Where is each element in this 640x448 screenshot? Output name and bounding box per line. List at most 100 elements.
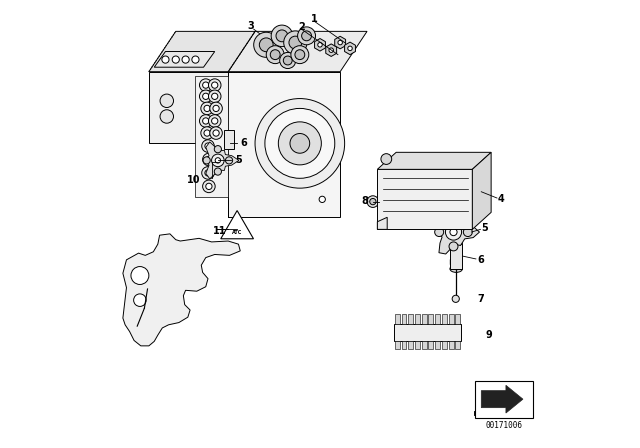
Polygon shape: [395, 341, 400, 349]
Polygon shape: [378, 169, 472, 229]
Polygon shape: [451, 257, 461, 267]
Text: ATC: ATC: [232, 229, 243, 235]
Circle shape: [201, 102, 213, 115]
Polygon shape: [195, 76, 228, 197]
Circle shape: [160, 110, 173, 123]
Polygon shape: [449, 341, 454, 349]
Text: 5: 5: [481, 224, 488, 233]
Circle shape: [298, 27, 316, 45]
Circle shape: [210, 102, 222, 115]
Circle shape: [449, 242, 458, 251]
Text: 2: 2: [299, 22, 305, 32]
Circle shape: [225, 157, 233, 164]
Circle shape: [317, 43, 323, 47]
Polygon shape: [481, 385, 523, 413]
Circle shape: [213, 105, 220, 112]
Text: 10: 10: [187, 175, 200, 185]
Circle shape: [203, 118, 209, 124]
Circle shape: [212, 118, 218, 124]
Bar: [475, 381, 532, 418]
Circle shape: [259, 38, 273, 52]
Circle shape: [271, 25, 292, 47]
Circle shape: [348, 46, 352, 51]
Circle shape: [209, 115, 221, 127]
Text: 11: 11: [212, 226, 226, 236]
Circle shape: [212, 154, 224, 167]
Circle shape: [289, 36, 302, 49]
Text: 6: 6: [241, 138, 247, 148]
Circle shape: [212, 93, 218, 99]
Circle shape: [203, 157, 210, 164]
Polygon shape: [335, 36, 346, 49]
Circle shape: [284, 56, 292, 65]
Polygon shape: [123, 234, 240, 346]
Circle shape: [435, 228, 444, 237]
Polygon shape: [408, 341, 413, 349]
Polygon shape: [415, 341, 420, 349]
Polygon shape: [422, 341, 427, 349]
Circle shape: [319, 196, 325, 202]
Polygon shape: [435, 341, 440, 349]
Circle shape: [210, 127, 222, 139]
Circle shape: [203, 180, 215, 193]
Circle shape: [278, 122, 321, 165]
Circle shape: [131, 267, 149, 284]
Text: 8: 8: [362, 196, 368, 206]
Circle shape: [200, 115, 212, 127]
Circle shape: [204, 105, 210, 112]
Polygon shape: [472, 152, 491, 229]
Polygon shape: [154, 52, 215, 67]
Ellipse shape: [224, 127, 234, 133]
Circle shape: [338, 40, 342, 45]
Polygon shape: [228, 31, 367, 72]
Polygon shape: [206, 142, 239, 179]
Polygon shape: [449, 314, 454, 324]
Polygon shape: [422, 314, 427, 324]
Ellipse shape: [402, 184, 426, 215]
Circle shape: [172, 56, 179, 63]
Polygon shape: [442, 341, 447, 349]
Polygon shape: [401, 341, 406, 349]
Circle shape: [162, 56, 169, 63]
Circle shape: [214, 146, 221, 153]
Circle shape: [201, 127, 213, 139]
Circle shape: [200, 79, 212, 91]
Polygon shape: [378, 152, 491, 169]
Polygon shape: [428, 314, 433, 324]
Circle shape: [214, 168, 221, 175]
Ellipse shape: [450, 265, 463, 272]
Circle shape: [255, 99, 345, 188]
Polygon shape: [344, 42, 355, 55]
Circle shape: [291, 46, 309, 64]
Text: 5: 5: [235, 155, 242, 165]
Polygon shape: [228, 72, 340, 217]
Circle shape: [450, 228, 457, 236]
Circle shape: [367, 196, 379, 207]
Polygon shape: [315, 39, 325, 51]
Circle shape: [301, 31, 312, 41]
Polygon shape: [326, 44, 337, 56]
Circle shape: [276, 30, 288, 42]
Circle shape: [381, 154, 392, 164]
Circle shape: [206, 183, 212, 190]
Polygon shape: [428, 341, 433, 349]
Circle shape: [370, 198, 376, 205]
Circle shape: [200, 90, 212, 103]
Polygon shape: [149, 31, 255, 72]
Circle shape: [253, 32, 279, 57]
Polygon shape: [149, 72, 228, 143]
Text: 9: 9: [486, 330, 493, 340]
Circle shape: [329, 48, 333, 52]
Circle shape: [463, 228, 472, 237]
Circle shape: [205, 143, 211, 149]
Circle shape: [202, 167, 214, 179]
Circle shape: [209, 90, 221, 103]
Circle shape: [270, 50, 280, 60]
Polygon shape: [224, 130, 234, 149]
Text: 7: 7: [477, 294, 484, 304]
Circle shape: [206, 156, 212, 163]
Polygon shape: [401, 314, 406, 324]
Polygon shape: [395, 314, 400, 324]
Text: 1: 1: [311, 14, 318, 24]
Circle shape: [134, 294, 146, 306]
